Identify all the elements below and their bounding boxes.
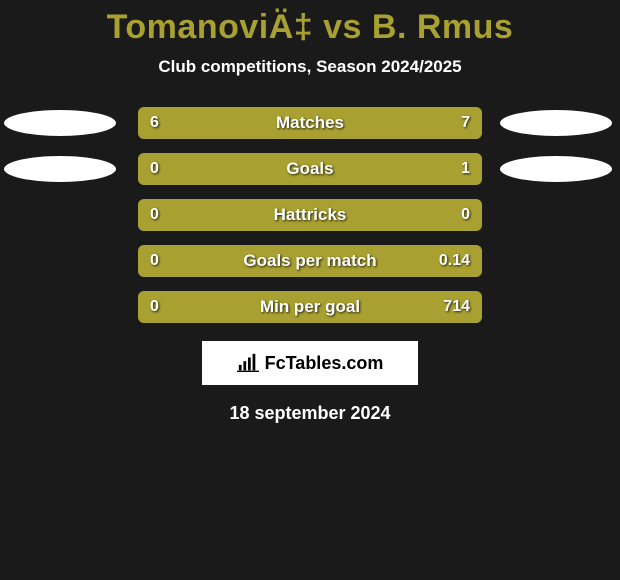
player-left-ellipse bbox=[4, 110, 116, 136]
player-right-ellipse bbox=[500, 156, 612, 182]
page-title: TomanoviÄ‡ vs B. Rmus bbox=[107, 8, 514, 47]
stat-label: Goals bbox=[138, 153, 482, 185]
player-left-ellipse bbox=[4, 156, 116, 182]
logo-box[interactable]: FcTables.com bbox=[202, 341, 418, 385]
stat-label: Goals per match bbox=[138, 245, 482, 277]
stat-bar: 00.14Goals per match bbox=[138, 245, 482, 277]
stat-label: Min per goal bbox=[138, 291, 482, 323]
stats-area: 67Matches 01Goals 00Hattricks 00.14Goals pe… bbox=[0, 107, 620, 323]
page-subtitle: Club competitions, Season 2024/2025 bbox=[158, 57, 461, 77]
stat-bar: 67Matches bbox=[138, 107, 482, 139]
comparison-container: TomanoviÄ‡ vs B. Rmus Club competitions,… bbox=[0, 0, 620, 424]
stat-bar: 01Goals bbox=[138, 153, 482, 185]
player-right-ellipse bbox=[500, 110, 612, 136]
stat-row: 00.14Goals per match bbox=[0, 245, 620, 277]
logo-text: FcTables.com bbox=[265, 353, 384, 374]
stat-label: Hattricks bbox=[138, 199, 482, 231]
stat-bar: 00Hattricks bbox=[138, 199, 482, 231]
stat-row: 01Goals bbox=[0, 153, 620, 185]
stat-row: 67Matches bbox=[0, 107, 620, 139]
stat-label: Matches bbox=[138, 107, 482, 139]
stat-row: 00Hattricks bbox=[0, 199, 620, 231]
stat-bar: 0714Min per goal bbox=[138, 291, 482, 323]
chart-bar-icon bbox=[237, 353, 259, 373]
date-text: 18 september 2024 bbox=[229, 403, 390, 424]
stat-row: 0714Min per goal bbox=[0, 291, 620, 323]
